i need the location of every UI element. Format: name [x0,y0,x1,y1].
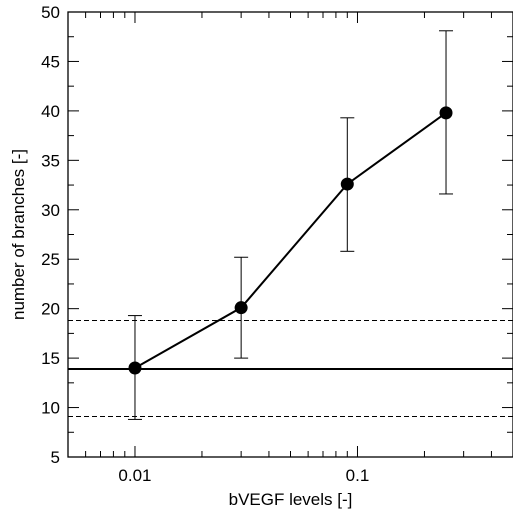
y-tick-label: 20 [41,300,60,319]
data-point [340,177,354,191]
data-point [439,106,453,120]
reference-lines [68,320,513,417]
y-tick-label: 30 [41,201,60,220]
series-line [134,112,447,369]
y-axis-title: number of branches [-] [9,149,28,320]
y-tick-label: 25 [41,250,60,269]
y-tick-label: 15 [41,349,60,368]
minor-ticks [67,12,513,457]
y-tick-label: 5 [51,448,60,467]
tick-labels: 5 10 15 20 25 30 35 40 45 50 0.01 0.1 [41,3,369,485]
y-tick-label: 40 [41,102,60,121]
y-tick-label: 10 [41,399,60,418]
x-axis-title: bVEGF levels [-] [229,490,353,509]
series-layer [127,30,454,420]
x-tick-label: 0.1 [346,466,370,485]
x-tick-label: 0.01 [118,466,151,485]
plot-frame [67,11,513,458]
y-tick-label: 35 [41,151,60,170]
y-tick-label: 50 [41,3,60,22]
data-point [234,301,248,315]
major-ticks [68,11,513,458]
data-point [128,361,142,375]
y-tick-label: 45 [41,52,60,71]
